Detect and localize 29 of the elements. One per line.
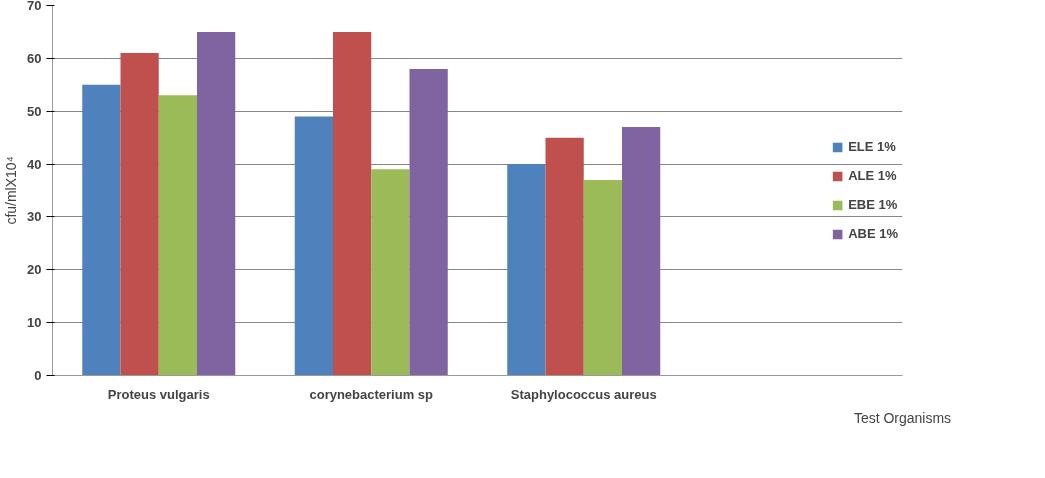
y-tick-label: 0 [34,368,42,383]
y-tick-label: 20 [27,262,42,278]
x-tick-label: corynebacterium sp [309,386,434,402]
y-tick-label: 10 [27,315,42,331]
bar [333,31,372,376]
bar [371,169,410,376]
legend-label: ABE 1% [848,226,898,241]
bar [158,95,197,376]
y-tick-label: 70 [27,0,42,13]
bar [622,127,661,376]
x-tick-label: Proteus vulgaris [107,386,210,402]
bar [82,84,121,376]
bar [197,31,236,376]
bar [545,137,584,376]
legend-label: ELE 1% [848,139,896,154]
y-tick-label: 50 [27,103,42,119]
bar [294,116,333,376]
y-tick-label: 30 [27,209,42,225]
x-tick-label: Staphylococcus aureus [510,386,657,402]
bar [507,164,546,376]
bar [583,179,622,376]
y-tick-label: 40 [27,156,42,172]
y-axis-title: cfu/mlX10⁴ [3,156,20,225]
legend-label: EBE 1% [848,197,898,212]
bar [409,68,448,376]
legend-label: ALE 1% [848,168,897,183]
x-axis-title: Test Organisms [853,409,952,426]
bar [120,53,159,376]
y-tick-label: 60 [27,50,42,66]
